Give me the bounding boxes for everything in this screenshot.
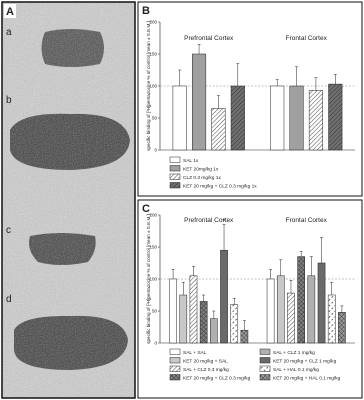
bar [220,249,228,344]
bar-pattern [309,90,323,150]
image-label: d [6,294,12,305]
legend-label: SAL + HAL 0.1 mg/kg [273,367,319,373]
group-label: Frontal Cortex [286,217,328,224]
bar-pattern [231,86,245,150]
legend-swatch [169,348,181,355]
legend-pattern [260,374,270,380]
image-label: a [6,27,12,38]
panel-label: C [142,203,150,215]
legend-pattern [170,174,180,180]
legend-pattern [170,366,180,372]
y-tick-label: 0 [154,341,157,346]
image-label: c [6,225,11,236]
y-axis-label: specific binding of [³H]pentazocine % of… [146,21,151,151]
panel-label: A [6,6,14,18]
y-tick-label: 150 [149,245,157,250]
legend-label: CLZ 0.3 mg/kg 1x [183,175,221,181]
y-tick-label: 100 [149,84,157,89]
bar [270,85,285,151]
label-box [4,4,16,18]
y-tick-label: 50 [152,309,158,314]
legend-label: SAL + CLZ 0.3 mg/kg [183,367,229,373]
y-axis-label: specific binding of [³H]pentazocine % of… [146,214,151,344]
legend-label: SAL 1x [183,158,199,164]
bar [317,262,326,344]
y-tick-label: 100 [149,277,157,282]
legend-swatch [169,165,181,172]
y-tick-label: 200 [149,213,157,218]
y-tick-label: 50 [152,116,158,121]
group-label: Frontal Cortex [286,35,328,42]
legend-label: KET 20 mg/kg + CLZ 0.3 mg/kg [183,376,251,382]
legend-label: KET 20 mg/kg + SAL [183,359,228,365]
legend-swatch [169,156,181,163]
bar-pattern [338,312,346,343]
bar-pattern [287,293,295,343]
legend-label: KET 20mg/kg 1x [183,167,219,173]
bar-pattern [328,295,336,343]
bar [307,275,316,344]
bar [169,278,177,344]
significance-mark: * [223,219,226,226]
bar-pattern [200,301,208,343]
legend-label: KET 20 mg/kg + CLZ 0.3 mg/kg 1x [183,184,257,190]
bar-pattern [240,330,248,343]
y-tick-label: 0 [154,148,157,153]
bar-pattern [189,275,198,343]
bar-pattern [297,256,305,343]
group-label: Prefrontal Cortex [184,35,234,42]
legend-label: KET 20 mg/kg + CLZ 1 mg/kg [273,359,337,365]
legend-label: KET 20 mg/kg + HAL 0.1 mg/kg [273,376,341,382]
bar [172,85,187,151]
legend-swatch [259,348,271,355]
group-label: Prefrontal Cortex [184,217,234,224]
legend-pattern [260,366,270,372]
y-tick-label: 200 [149,20,157,25]
bar [192,53,207,151]
legend-label: SAL + SAL [183,350,207,356]
legend-swatch [259,357,271,364]
panel-border [137,1,363,197]
bar-pattern [211,108,226,150]
film-grain [3,3,134,397]
panel-label: B [142,5,150,17]
legend-pattern [170,374,180,380]
panel-a: A a b c d [1,1,136,399]
bar [276,275,285,344]
bar [210,318,218,344]
legend-swatch [169,357,181,364]
image-label: b [6,95,12,106]
bar-pattern [328,84,343,150]
y-tick-label: 150 [149,52,157,57]
bar [179,294,188,344]
bar [289,85,304,151]
bar [266,278,275,344]
legend-label: SAL + CLZ 1 mg/kg [273,350,315,356]
legend-pattern [170,182,180,188]
bar-pattern [230,304,238,343]
panel-border [137,199,363,399]
